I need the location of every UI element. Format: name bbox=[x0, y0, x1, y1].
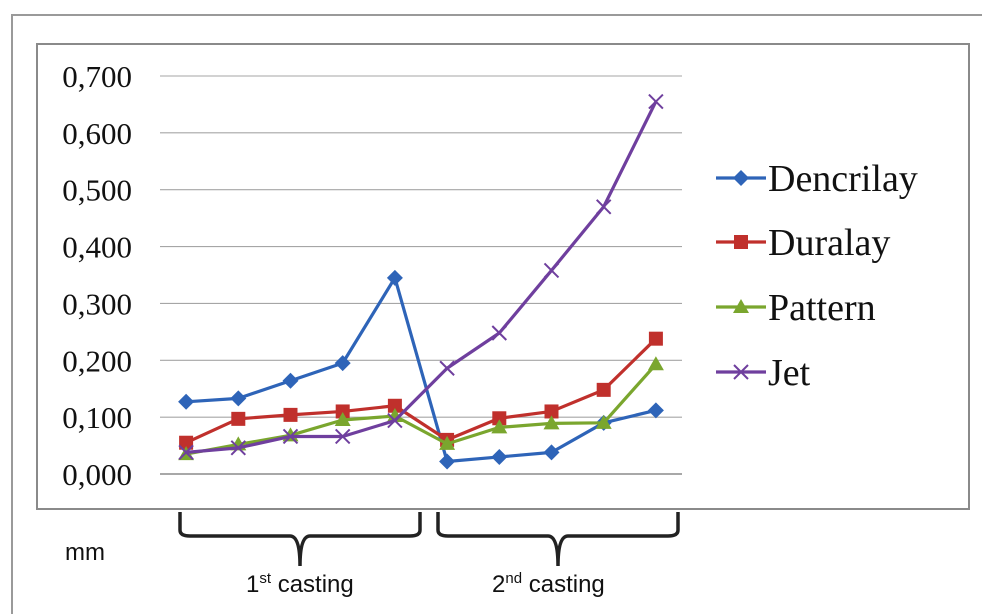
legend-label: Jet bbox=[768, 352, 811, 394]
series-jet bbox=[178, 93, 664, 461]
group-2-text: casting bbox=[522, 571, 605, 598]
data-point-diamond bbox=[733, 170, 749, 186]
data-point-triangle bbox=[733, 299, 749, 313]
data-point-diamond bbox=[282, 372, 299, 389]
data-point-x bbox=[387, 412, 403, 429]
gridlines bbox=[160, 75, 682, 475]
plot-area-frame bbox=[36, 43, 970, 510]
unit-label: mm bbox=[65, 539, 105, 566]
y-tick-label: 0,600 bbox=[62, 116, 132, 151]
group-label-1st-casting: 1st casting bbox=[246, 570, 354, 598]
data-point-triangle bbox=[647, 356, 664, 371]
legend-item-duralay: Duralay bbox=[716, 222, 890, 264]
group-label-2nd-casting: 2nd casting bbox=[492, 570, 605, 598]
data-point-diamond bbox=[178, 393, 195, 410]
y-axis-ticks: 0,000 0,100 0,200 0,300 0,400 0,500 0,600 0,700 bbox=[62, 59, 132, 492]
data-point-x bbox=[334, 428, 351, 445]
data-point-diamond bbox=[334, 355, 351, 372]
y-tick-label: 0,100 bbox=[62, 400, 132, 435]
y-tick-label: 0,400 bbox=[62, 230, 132, 265]
series-line bbox=[185, 276, 657, 464]
group-1-superscript: st bbox=[259, 570, 272, 587]
group-braces bbox=[178, 512, 680, 567]
data-point-diamond bbox=[439, 453, 456, 470]
series-line bbox=[185, 363, 658, 456]
series-pattern bbox=[178, 356, 664, 461]
data-point-diamond bbox=[491, 448, 508, 465]
data-point-triangle bbox=[543, 415, 560, 430]
group-1-text: casting bbox=[271, 571, 354, 598]
data-point-diamond bbox=[386, 269, 403, 286]
group-brace bbox=[178, 512, 422, 567]
legend-item-dencrilay: Dencrilay bbox=[716, 158, 918, 200]
data-point-x bbox=[282, 428, 299, 445]
data-point-diamond bbox=[543, 444, 560, 461]
data-point-x bbox=[595, 199, 612, 215]
legend-label: Duralay bbox=[768, 222, 890, 264]
data-point-diamond bbox=[647, 402, 664, 419]
group-2-number: 2 bbox=[492, 571, 505, 598]
y-tick-label: 0,700 bbox=[62, 59, 132, 94]
group-1-number: 1 bbox=[246, 571, 259, 598]
data-point-diamond bbox=[230, 390, 247, 407]
data-point-x bbox=[543, 262, 560, 279]
series-line bbox=[185, 100, 658, 454]
legend: Dencrilay Duralay Pattern Jet bbox=[716, 158, 918, 394]
data-point-x bbox=[491, 325, 508, 341]
series-dencrilay bbox=[178, 269, 664, 470]
legend-label: Pattern bbox=[768, 287, 876, 329]
data-point-square bbox=[231, 411, 246, 426]
data-point-square bbox=[387, 398, 402, 413]
data-point-square bbox=[179, 435, 194, 450]
data-point-triangle bbox=[595, 414, 612, 429]
data-point-square bbox=[283, 407, 298, 422]
data-point-square bbox=[492, 411, 507, 426]
data-point-x bbox=[439, 360, 455, 376]
data-point-triangle bbox=[439, 435, 456, 450]
figure-frame bbox=[11, 14, 982, 614]
data-point-square bbox=[648, 331, 663, 346]
data-point-x bbox=[230, 440, 247, 456]
data-point-square bbox=[734, 235, 748, 249]
legend-label: Dencrilay bbox=[768, 158, 918, 200]
data-point-x bbox=[178, 444, 194, 461]
data-point-triangle bbox=[491, 419, 508, 434]
data-point-square bbox=[596, 382, 611, 397]
data-point-square bbox=[544, 404, 559, 419]
data-point-triangle bbox=[334, 411, 351, 426]
group-brace bbox=[436, 512, 680, 567]
y-tick-label: 0,200 bbox=[62, 343, 132, 378]
data-point-square bbox=[335, 404, 350, 419]
series-layer bbox=[178, 93, 664, 470]
legend-item-jet: Jet bbox=[716, 352, 811, 394]
line-chart: 0,000 0,100 0,200 0,300 0,400 0,500 0,600 0,700… bbox=[36, 43, 970, 598]
y-tick-label: 0,300 bbox=[62, 286, 132, 321]
y-tick-label: 0,000 bbox=[62, 457, 132, 492]
legend-item-pattern: Pattern bbox=[716, 287, 876, 329]
group-2-superscript: nd bbox=[505, 570, 522, 587]
series-line bbox=[185, 337, 658, 445]
data-point-x bbox=[648, 93, 664, 110]
data-point-x bbox=[733, 364, 749, 380]
y-tick-label: 0,500 bbox=[62, 173, 132, 208]
